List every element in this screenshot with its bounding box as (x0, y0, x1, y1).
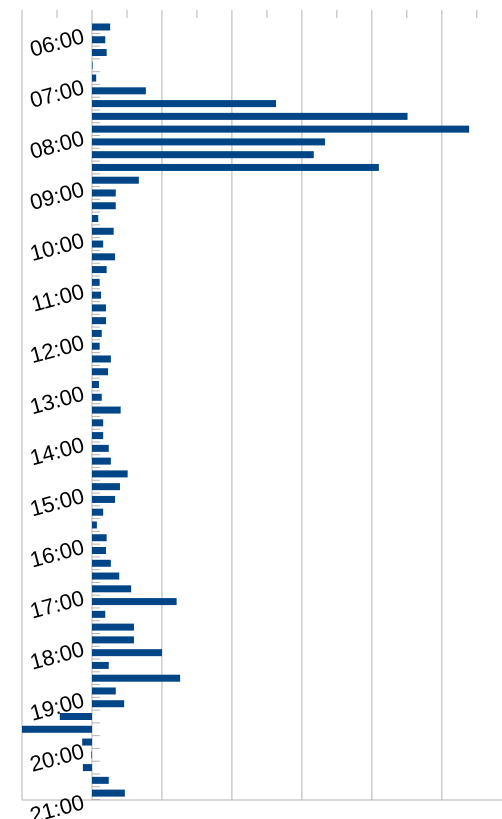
bar (22, 725, 92, 733)
bar (91, 700, 125, 708)
bar (91, 470, 128, 478)
bar (91, 598, 177, 606)
y-tick-label: 10:00 (27, 228, 87, 266)
bar (91, 559, 111, 567)
bar (91, 687, 116, 695)
bar (91, 138, 325, 146)
bar (91, 623, 134, 631)
y-tick-label: 20:00 (27, 738, 87, 776)
bar (91, 432, 104, 440)
bar (91, 495, 116, 503)
y-tick-label: 13:00 (27, 381, 87, 419)
y-tick-label: 15:00 (27, 483, 87, 521)
bar (91, 36, 106, 44)
bar (91, 151, 314, 159)
bar (91, 649, 162, 657)
bar (91, 457, 111, 465)
y-tick-label: 12:00 (27, 330, 87, 368)
bar (91, 176, 139, 184)
bar (91, 87, 146, 95)
bar (91, 636, 134, 644)
bar (91, 674, 181, 682)
bar (91, 23, 111, 31)
bar (91, 202, 116, 210)
bar (91, 521, 97, 529)
bar (91, 61, 93, 69)
bar (91, 355, 111, 363)
bar (91, 100, 276, 108)
bar (91, 610, 106, 618)
bar (91, 163, 379, 171)
bar (91, 342, 100, 350)
bar (91, 572, 120, 580)
bar (91, 585, 132, 593)
bar (91, 253, 116, 261)
y-tick-label: 06:00 (27, 23, 87, 61)
bar (91, 483, 120, 491)
bar (91, 112, 408, 120)
y-tick-label: 16:00 (27, 534, 87, 572)
bar (91, 661, 109, 669)
bar (91, 278, 100, 286)
bar (91, 751, 92, 759)
bar (91, 508, 104, 516)
bar (91, 381, 99, 389)
bar (91, 419, 104, 427)
bar (91, 189, 116, 197)
y-tick-label: 08:00 (27, 125, 87, 163)
bar (91, 125, 470, 133)
bar (91, 547, 106, 555)
bar (59, 713, 92, 721)
y-tick-label: 14:00 (27, 432, 87, 470)
bar (91, 329, 102, 337)
bar (91, 240, 104, 248)
bar (91, 406, 121, 414)
bar (82, 764, 92, 772)
y-tick-label: 21:00 (27, 789, 87, 819)
bar (91, 317, 106, 325)
bar (91, 227, 114, 235)
bar (91, 776, 109, 784)
y-tick-label: 09:00 (27, 177, 87, 215)
bar (82, 738, 92, 746)
bar (91, 789, 125, 797)
bar (91, 393, 102, 401)
bar (91, 368, 109, 376)
y-tick-label: 17:00 (27, 585, 87, 623)
bar (91, 215, 99, 223)
bar (91, 266, 107, 274)
bar (91, 534, 107, 542)
bar (91, 304, 106, 312)
y-tick-label: 18:00 (27, 636, 87, 674)
bar (91, 444, 109, 452)
bar (91, 74, 97, 82)
bar (91, 49, 107, 57)
y-tick-label: 07:00 (27, 74, 87, 112)
bar (91, 291, 102, 299)
y-tick-label: 11:00 (29, 279, 87, 317)
